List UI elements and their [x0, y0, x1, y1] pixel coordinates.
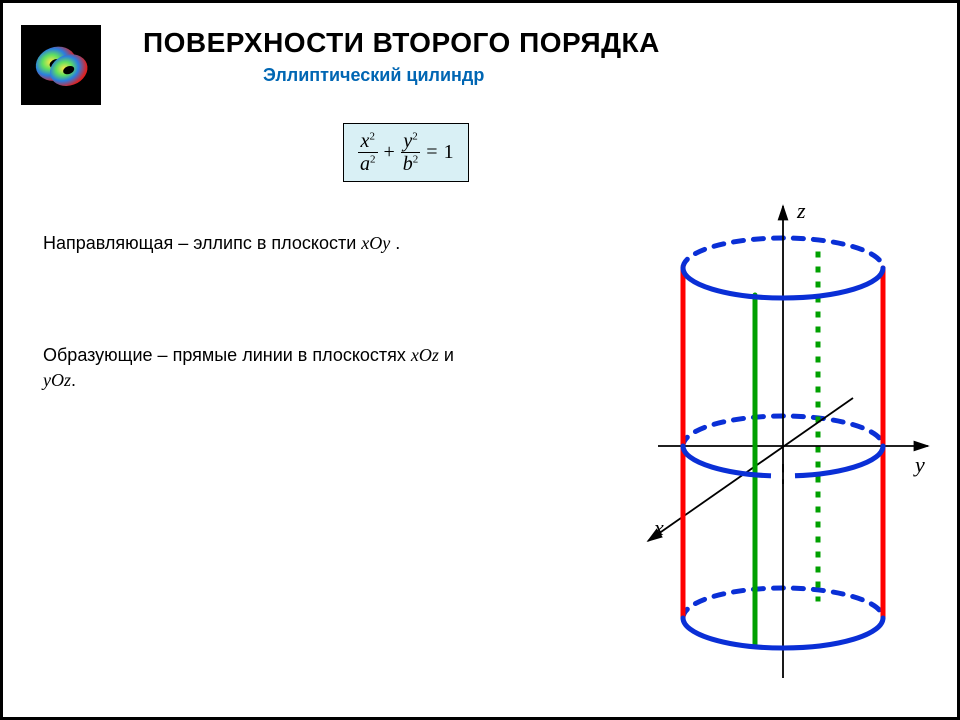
para1-post: .	[390, 233, 400, 253]
page-subtitle: Эллиптический цилиндр	[263, 65, 484, 86]
cylinder-diagram: z y x	[563, 198, 943, 698]
svg-text:z: z	[796, 198, 806, 223]
page-title: ПОВЕРХНОСТИ ВТОРОГО ПОРЯДКА	[143, 27, 660, 59]
eq-y: y	[403, 130, 412, 152]
eq-rhs: 1	[444, 141, 454, 164]
equation-term2: y2 b2	[401, 130, 421, 175]
para1-pre: Направляющая – эллипс в плоскости	[43, 233, 361, 253]
svg-text:x: x	[653, 515, 664, 540]
eq-equals: =	[426, 141, 437, 164]
eq-b: b	[403, 153, 413, 175]
para2-pre: Образующие – прямые линии в плоскостях	[43, 345, 411, 365]
svg-text:y: y	[913, 452, 925, 477]
equation-term1: x2 a2	[358, 130, 378, 175]
equation-box: x2 a2 + y2 b2 = 1	[343, 123, 469, 182]
eq-a: a	[360, 153, 370, 175]
paragraph-directrix: Направляющая – эллипс в плоскости xOy .	[43, 233, 400, 254]
eq-x-exp: 2	[369, 130, 375, 142]
paragraph-generators: Образующие – прямые линии в плоскостях x…	[43, 343, 463, 393]
para2-mid: и	[439, 345, 454, 365]
torus-icon	[29, 33, 93, 97]
eq-b-exp: 2	[413, 153, 419, 165]
eq-plus: +	[384, 141, 395, 164]
para1-ital: xOy	[361, 233, 390, 253]
para2-ital1: xOz	[411, 345, 439, 365]
para2-post: .	[71, 370, 76, 390]
eq-a-exp: 2	[370, 153, 376, 165]
eq-y-exp: 2	[412, 130, 418, 142]
logo	[21, 25, 101, 105]
para2-ital2: yOz	[43, 370, 71, 390]
